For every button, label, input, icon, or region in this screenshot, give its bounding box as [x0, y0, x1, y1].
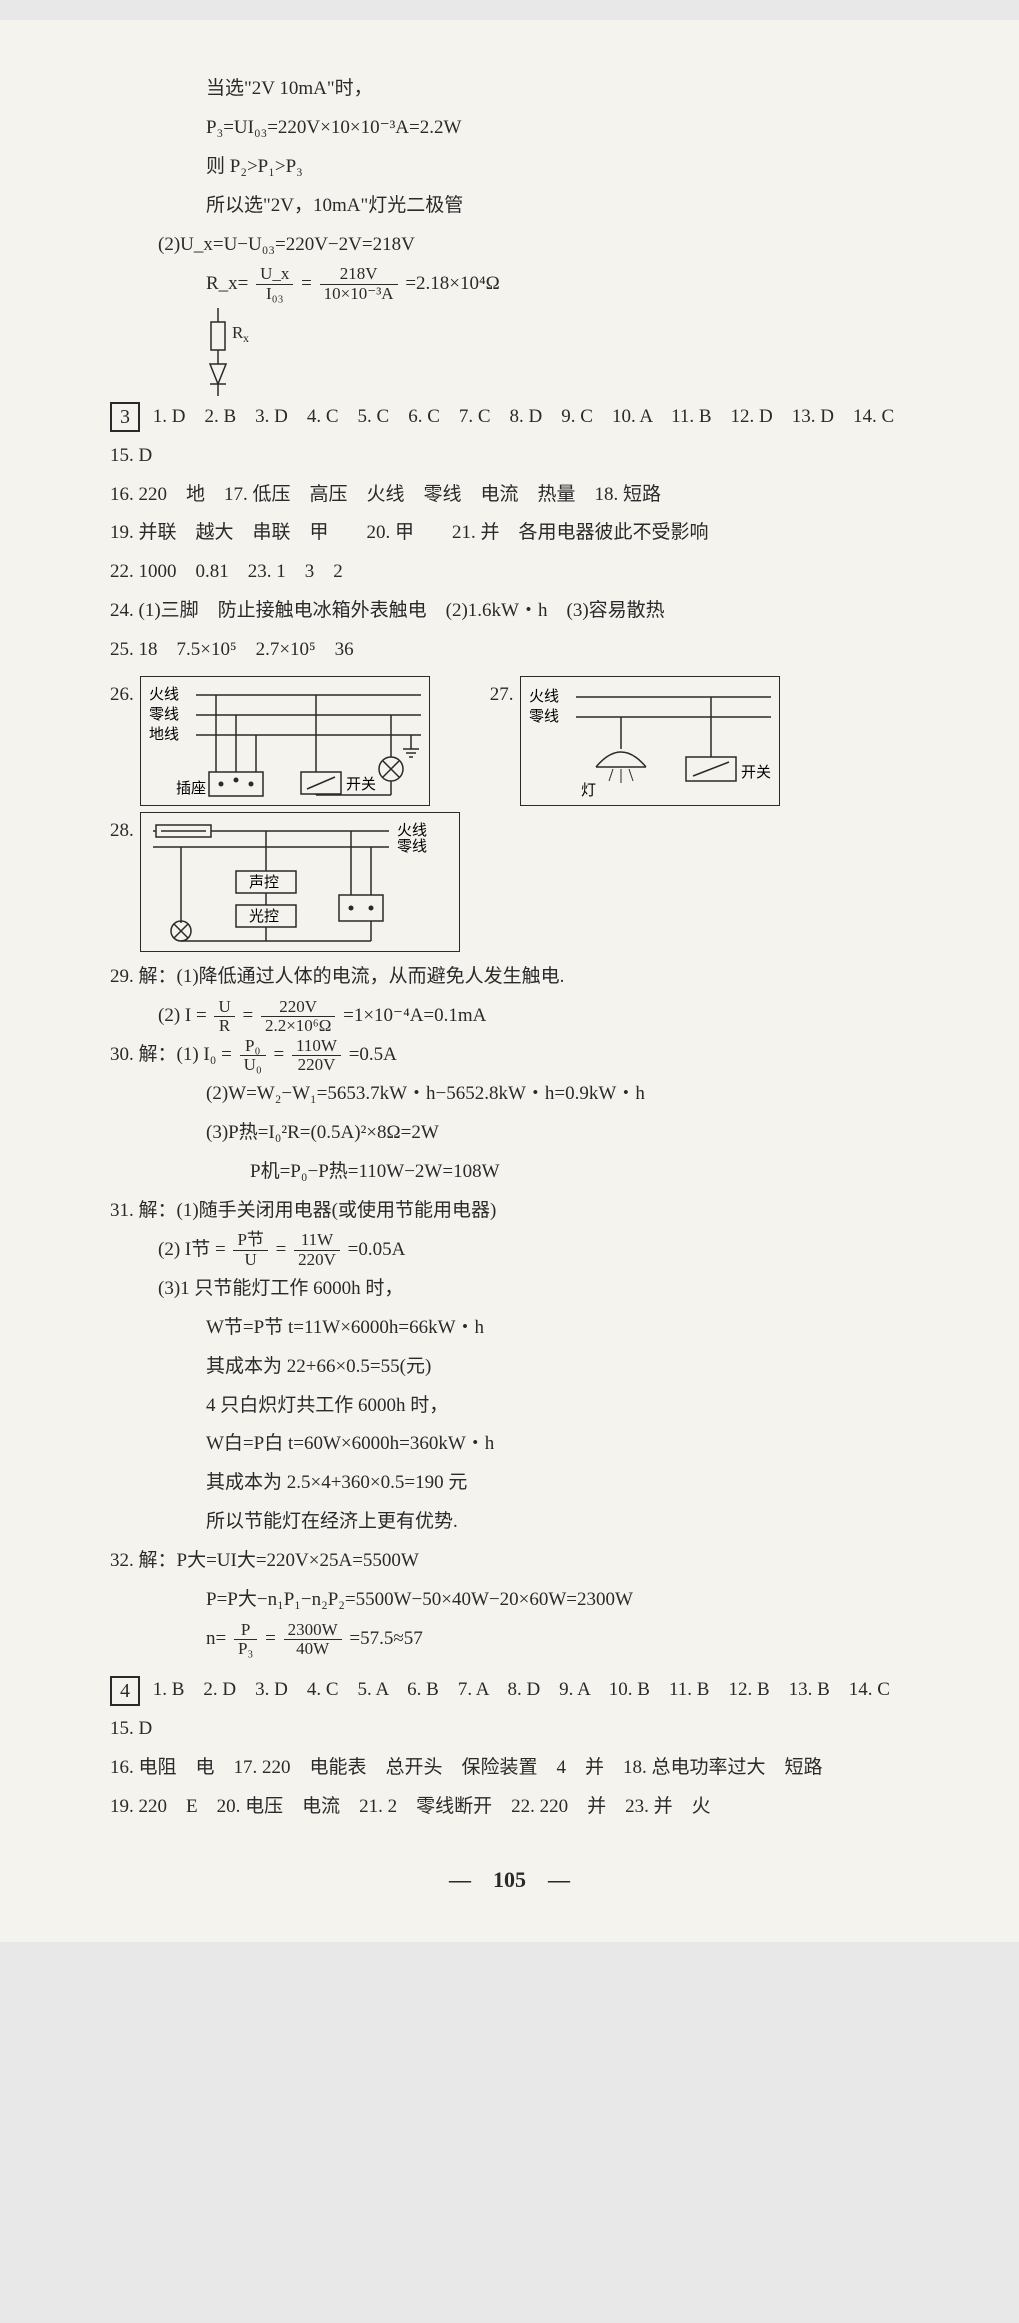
section-3-row-c: 16. 220 地 17. 低压 高压 火线 零线 电流 热量 18. 短路 [110, 476, 909, 515]
top-line-5: (2)U_x=U−U₀₃=220V−2V=218V [110, 226, 909, 265]
svg-text:零线: 零线 [529, 708, 559, 725]
page: 当选"2V 10mA"时， P₃=UI₀₃=220V×10×10⁻³A=2.2W… [0, 20, 1019, 1942]
svg-text:开关: 开关 [346, 776, 376, 793]
circuit-28-svg: 火线 零线 声控 光控 [140, 812, 460, 952]
section-4-number: 4 [110, 1676, 140, 1706]
page-number: 105 [493, 1867, 526, 1892]
q30-line-1: 30. 解：(1) I₀ = P₀U₀ = 110W220V =0.5A [110, 1036, 909, 1075]
top-line-2: P₃=UI₀₃=220V×10×10⁻³A=2.2W [110, 109, 909, 148]
q30-line-4: P机=P₀−P热=110W−2W=108W [110, 1153, 909, 1192]
diagram-27: 27. 火线 零线 灯 开关 [490, 676, 780, 806]
q31-line-6: 4 只白炽灯共工作 6000h 时， [110, 1387, 909, 1426]
rx-eq-lhs: R_x= [206, 273, 248, 294]
q31-line-7: W白=P白 t=60W×6000h=360kW・h [110, 1425, 909, 1464]
section-3-row-b: 15. D [110, 437, 909, 476]
circuit-26-svg: 火线 零线 地线 插座 开关 [140, 676, 430, 806]
svg-text:火线: 火线 [397, 822, 427, 839]
section-3-row-f: 24. (1)三脚 防止接触电冰箱外表触电 (2)1.6kW・h (3)容易散热 [110, 592, 909, 631]
svg-text:灯: 灯 [581, 782, 596, 799]
svg-text:插座: 插座 [176, 780, 206, 797]
top-line-4: 所以选"2V，10mA"灯光二极管 [110, 187, 909, 226]
rx-frac-2: 218V 10×10⁻³A [320, 265, 398, 303]
q32-line-3: n= PP₃ = 2300W40W =57.5≈57 [110, 1620, 909, 1659]
q31-line-8: 其成本为 2.5×4+360×0.5=190 元 [110, 1464, 909, 1503]
rx-frac-1: U_x I₀₃ [256, 265, 293, 303]
section-4-row-d: 19. 220 E 20. 电压 电流 21. 2 零线断开 22. 220 并… [110, 1788, 909, 1827]
top-line-1: 当选"2V 10mA"时， [110, 70, 909, 109]
section-3-row-g: 25. 18 7.5×10⁵ 2.7×10⁵ 36 [110, 631, 909, 670]
svg-text:地线: 地线 [149, 726, 179, 743]
section-3-number: 3 [110, 402, 140, 432]
q31-line-9: 所以节能灯在经济上更有优势. [110, 1503, 909, 1542]
diagram-28: 28. 火线 零线 声控 [110, 812, 460, 952]
circuit-27-svg: 火线 零线 灯 开关 [520, 676, 780, 806]
section-4-row-b: 15. D [110, 1710, 909, 1749]
diagram-row-28: 28. 火线 零线 声控 [110, 812, 909, 952]
page-footer: — 105 — [110, 1857, 909, 1902]
section-4-row-a: 4 1. B 2. D 3. D 4. C 5. A 6. B 7. A 8. … [110, 1671, 909, 1710]
svg-text:开关: 开关 [741, 764, 771, 781]
section-3-row-e: 22. 1000 0.81 23. 1 3 2 [110, 553, 909, 592]
svg-text:x: x [243, 331, 249, 345]
top-line-6: R_x= U_x I₀₃ = 218V 10×10⁻³A =2.18×10⁴Ω [110, 265, 909, 304]
q31-line-4: W节=P节 t=11W×6000h=66kW・h [110, 1309, 909, 1348]
q30-line-2: (2)W=W₂−W₁=5653.7kW・h−5652.8kW・h=0.9kW・h [110, 1075, 909, 1114]
section-3-row-a: 3 1. D 2. B 3. D 4. C 5. C 6. C 7. C 8. … [110, 398, 909, 437]
q31-line-1: 31. 解：(1)随手关闭用电器(或使用节能用电器) [110, 1192, 909, 1231]
svg-text:零线: 零线 [149, 706, 179, 723]
top-line-3: 则 P₂>P₁>P₃ [110, 148, 909, 187]
rx-eq-rhs: =2.18×10⁴Ω [405, 273, 499, 294]
q31-line-5: 其成本为 22+66×0.5=55(元) [110, 1348, 909, 1387]
section-3-row-d: 19. 并联 越大 串联 甲 20. 甲 21. 并 各用电器彼此不受影响 [110, 514, 909, 553]
diagram-26: 26. 火线 零线 地线 插座 [110, 676, 430, 806]
q31-line-3: (3)1 只节能灯工作 6000h 时， [110, 1270, 909, 1309]
q29-line-2: (2) I = UR = 220V2.2×10⁶Ω =1×10⁻⁴A=0.1mA [110, 997, 909, 1036]
q32-line-2: P=P大−n₁P₁−n₂P₂=5500W−50×40W−20×60W=2300W [110, 1581, 909, 1620]
q30-line-3: (3)P热=I₀²R=(0.5A)²×8Ω=2W [110, 1114, 909, 1153]
q31-line-2: (2) I节 = P节U = 11W220V =0.05A [110, 1231, 909, 1270]
q32-line-1: 32. 解：P大=UI大=220V×25A=5500W [110, 1542, 909, 1581]
diagram-row-26-27: 26. 火线 零线 地线 插座 [110, 676, 909, 806]
svg-text:火线: 火线 [529, 688, 559, 705]
rx-symbol-diagram: R x [206, 308, 909, 398]
section-4-row-c: 16. 电阻 电 17. 220 电能表 总开头 保险装置 4 并 18. 总电… [110, 1749, 909, 1788]
svg-text:声控: 声控 [249, 873, 279, 891]
svg-text:光控: 光控 [249, 908, 279, 925]
svg-text:火线: 火线 [149, 686, 179, 703]
svg-text:零线: 零线 [397, 838, 427, 855]
q29-line-1: 29. 解：(1)降低通过人体的电流，从而避免人发生触电. [110, 958, 909, 997]
